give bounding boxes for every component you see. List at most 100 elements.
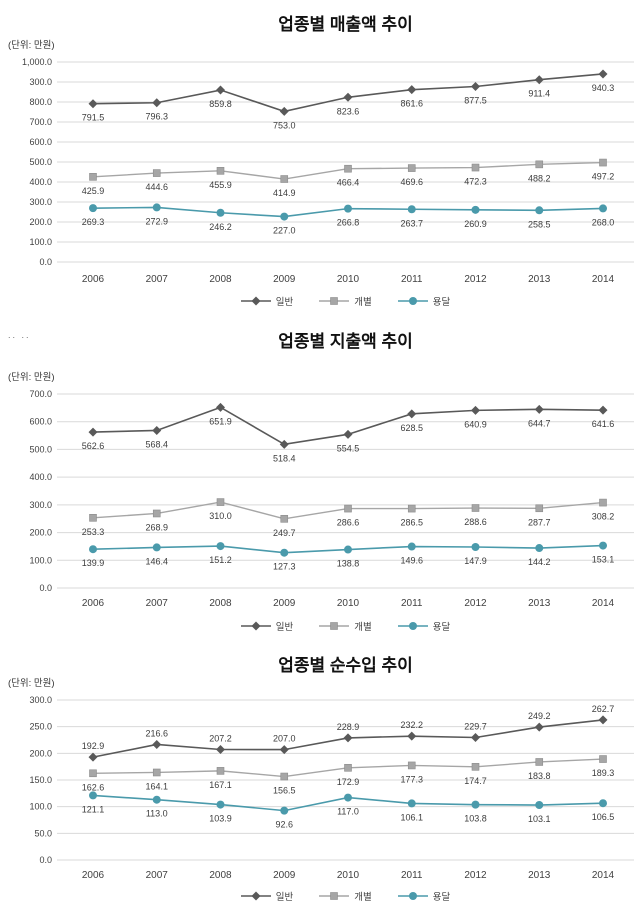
y-tick-label: 0.0 [39, 583, 52, 593]
y-tick-label: 300.0 [29, 197, 52, 207]
data-label: 651.9 [209, 416, 232, 426]
data-label: 644.7 [528, 418, 551, 428]
diamond-marker-icon [407, 85, 417, 95]
data-label: 167.1 [209, 780, 232, 790]
diamond-marker-icon [343, 733, 353, 743]
data-label: 310.0 [209, 511, 232, 521]
data-label: 127.3 [273, 562, 296, 572]
circle-marker-icon [152, 203, 161, 212]
courier-legend-marker-icon [397, 622, 428, 630]
data-label: 791.5 [82, 113, 105, 123]
y-tick-label: 100.0 [29, 802, 52, 812]
legend-marker [408, 622, 417, 630]
square-marker-icon [599, 498, 607, 507]
diamond-marker-icon [279, 106, 289, 116]
circle-marker-icon [152, 795, 161, 804]
x-tick-label: 2013 [528, 598, 551, 609]
legend-label: 개별 [354, 622, 372, 633]
data-label: 266.8 [337, 218, 360, 228]
data-label: 113.0 [146, 809, 168, 819]
square-marker-icon [152, 509, 161, 518]
data-label: 174.7 [464, 776, 487, 786]
square-marker-icon [330, 297, 339, 305]
x-tick-label: 2014 [592, 274, 615, 285]
data-label: 106.5 [592, 812, 615, 822]
data-label: 246.2 [209, 222, 232, 232]
diamond-marker-icon [152, 739, 162, 749]
data-label: 269.3 [82, 217, 105, 227]
diamond-marker-icon [251, 621, 261, 631]
circle-marker-icon [407, 205, 416, 214]
y-tick-label: 200.0 [29, 748, 52, 758]
data-label: 183.8 [528, 771, 551, 781]
courier-legend-marker-icon [397, 297, 428, 305]
chart-plot-2: 700.0 600.0 500.0 400.0 300.0 200.0 100.0 0.0 20… [29, 389, 634, 609]
circle-marker-icon [280, 212, 289, 221]
x-tick-label: 2006 [82, 870, 105, 881]
circle-marker-icon [471, 543, 480, 552]
circle-marker-icon [471, 205, 480, 214]
y-tick-label: 500.0 [29, 157, 52, 167]
square-marker-icon [89, 173, 97, 181]
chart1-title: 업종별 매출액 추이 [278, 15, 413, 34]
data-label: 466.4 [337, 178, 360, 188]
data-label: 753.0 [273, 120, 296, 130]
data-label: 228.9 [337, 722, 360, 732]
y-tick-label: 300.0 [29, 500, 52, 510]
diamond-marker-icon [251, 296, 261, 306]
data-label: 877.5 [464, 96, 487, 106]
square-marker-icon [407, 504, 416, 513]
data-label: 147.9 [464, 556, 487, 566]
data-label: 153.1 [592, 555, 615, 565]
x-tick-label: 2010 [337, 598, 360, 609]
legend-item-courier: 용달 [397, 619, 450, 633]
square-marker-icon [471, 763, 480, 771]
x-tick-label: 2006 [82, 598, 105, 609]
diamond-marker-icon [216, 85, 225, 95]
individual-legend-marker-icon [319, 892, 350, 900]
chart3-title: 업종별 순수입 추이 [278, 656, 413, 675]
x-tick-label: 2010 [337, 274, 360, 285]
data-label: 414.9 [273, 188, 296, 198]
data-label: 286.5 [400, 518, 423, 528]
circle-marker-icon [471, 800, 480, 809]
y-tick-label: 150.0 [29, 775, 52, 785]
chart1-unit-label: (단위: 만원) [8, 40, 55, 51]
scan-artifact-dots: .. .. [8, 330, 31, 340]
data-label: 455.9 [209, 180, 232, 190]
chart-plot-1: 1,000.0 300.0 800.0 700.0 600.0 500.0 400.0 300… [22, 57, 634, 285]
legend-label: 용달 [432, 297, 451, 308]
legend-marker [408, 892, 417, 900]
diamond-marker-icon [88, 99, 98, 109]
square-marker-icon [330, 622, 339, 630]
data-label: 497.2 [592, 172, 615, 182]
data-label: 232.2 [400, 720, 423, 730]
circle-marker-icon [535, 544, 544, 553]
circle-marker-icon [344, 204, 352, 213]
data-label: 139.9 [82, 558, 105, 568]
diamond-marker-icon [471, 732, 480, 742]
circle-marker-icon [280, 806, 289, 815]
circle-marker-icon [89, 791, 97, 800]
data-label: 229.7 [464, 721, 487, 731]
chart2-unit-label: (단위: 만원) [8, 372, 55, 383]
chart3-unit-label: (단위: 만원) [8, 678, 55, 689]
square-marker-icon [471, 504, 480, 512]
circle-marker-icon [599, 799, 607, 808]
square-marker-icon [407, 761, 416, 770]
data-label: 641.6 [592, 419, 615, 429]
data-label: 106.1 [400, 812, 423, 822]
legend-marker [251, 621, 261, 631]
legend-label: 일반 [275, 297, 294, 308]
data-label: 911.4 [528, 89, 550, 99]
individual-legend-marker-icon [319, 297, 350, 305]
x-tick-label: 2008 [209, 274, 232, 285]
square-marker-icon [471, 163, 480, 172]
legend-label: 개별 [354, 892, 372, 903]
x-tick-label: 2007 [146, 274, 169, 285]
diamond-marker-icon [216, 402, 225, 412]
data-label: 253.3 [82, 527, 105, 537]
legend-item-individual: 개별 [319, 889, 372, 903]
